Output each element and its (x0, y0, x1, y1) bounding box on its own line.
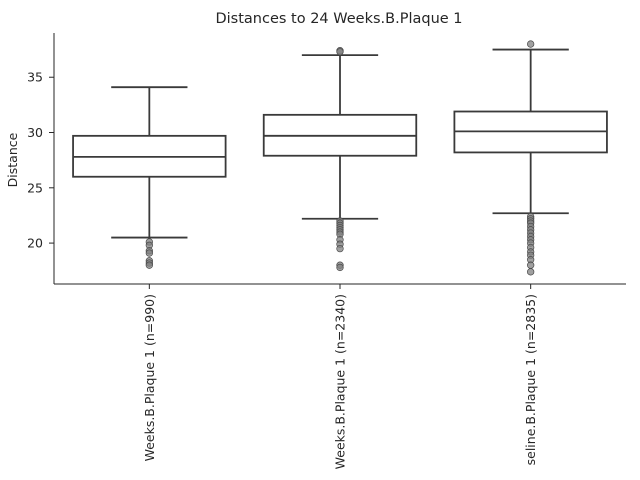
outlier-point (527, 40, 535, 48)
chart-title: Distances to 24 Weeks.B.Plaque 1 (215, 11, 462, 27)
outlier-point (145, 261, 153, 269)
x-tick-label: Weeks.B.Plaque 1 (n=2340) (333, 294, 348, 469)
x-tick-label: seline.B.Plaque 1 (n=2835) (523, 294, 538, 465)
plot-area: 20 25 30 35 Weeks.B.Plaque 1 (n=990) Weeks.B.… (27, 33, 626, 469)
outlier-point (145, 249, 153, 257)
y-tick-label: 25 (27, 180, 43, 195)
x-tick-label: Weeks.B.Plaque 1 (n=990) (142, 294, 157, 461)
y-axis-label: Distance (5, 132, 20, 187)
outlier-point (527, 268, 535, 276)
outlier-point (336, 263, 344, 272)
y-tick-label: 30 (27, 125, 43, 140)
y-tick-label: 35 (27, 70, 43, 85)
outlier-point (527, 261, 535, 269)
y-tick-label: 20 (27, 236, 43, 251)
outlier-point (336, 244, 344, 253)
outlier-point (336, 48, 344, 56)
